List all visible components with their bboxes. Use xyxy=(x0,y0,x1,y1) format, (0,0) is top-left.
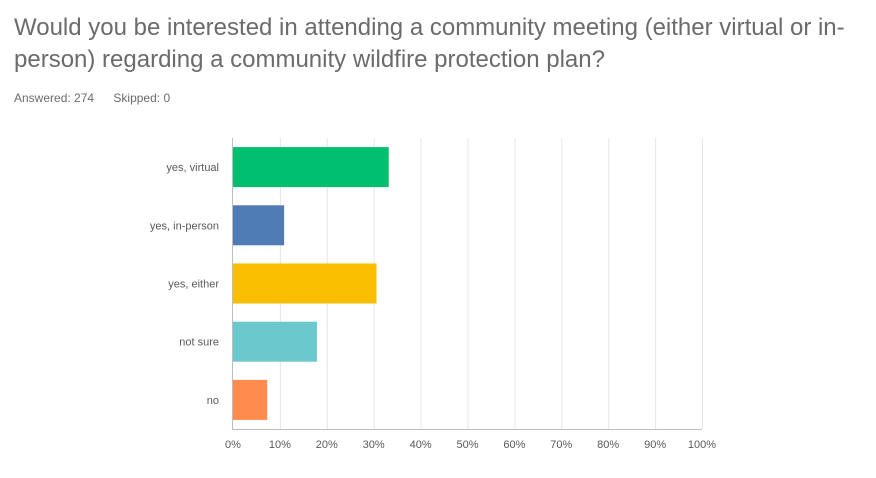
x-tick-label: 20% xyxy=(316,439,338,451)
x-tick-label: 50% xyxy=(456,439,478,451)
x-tick-label: 0% xyxy=(225,439,241,451)
answered-count: Answered: 274 xyxy=(14,91,95,105)
bar xyxy=(233,147,389,188)
bar xyxy=(233,379,268,420)
bar xyxy=(233,263,377,304)
x-tick-label: 70% xyxy=(550,439,572,451)
category-label: yes, either xyxy=(168,279,219,291)
category-label: no xyxy=(207,395,219,407)
x-tick-label: 80% xyxy=(597,439,619,451)
category-label: yes, virtual xyxy=(166,162,219,174)
response-stats: Answered: 274 Skipped: 0 xyxy=(14,91,186,105)
x-tick-label: 100% xyxy=(688,439,716,451)
category-label: not sure xyxy=(179,337,219,349)
question-title: Would you be interested in attending a c… xyxy=(14,14,845,73)
x-tick-label: 30% xyxy=(363,439,385,451)
skipped-count: Skipped: 0 xyxy=(113,91,171,105)
category-label: yes, in-person xyxy=(150,220,219,232)
bar xyxy=(233,321,317,362)
x-tick-label: 10% xyxy=(269,439,291,451)
x-tick-label: 40% xyxy=(410,439,432,451)
x-tick-label: 60% xyxy=(503,439,525,451)
bar xyxy=(233,205,285,246)
x-tick-label: 90% xyxy=(644,439,666,451)
